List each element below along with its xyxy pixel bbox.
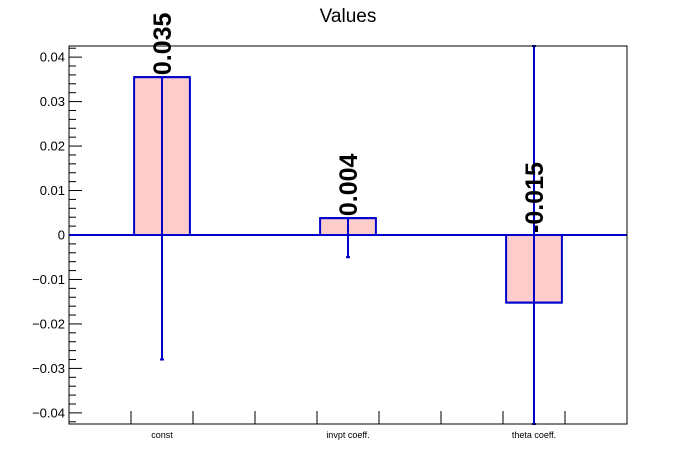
y-tick-label: 0.02	[40, 139, 65, 154]
plot-frame	[68, 45, 628, 425]
data-labels: 0.035 0.004 -0.015	[149, 12, 549, 233]
x-category-label: invpt coeff.	[326, 430, 369, 440]
y-tick-label: 0	[58, 228, 65, 243]
x-axis: const invpt coeff. theta coeff.	[130, 411, 566, 440]
y-axis: −0.04 −0.03 −0.02 −0.01 0 0.01 0.02 0.03 0.04	[32, 47, 82, 423]
y-tick-label: 0.04	[40, 50, 65, 65]
chart-title: Values	[320, 6, 377, 27]
x-category-label: const	[151, 430, 173, 440]
data-label: 0.035	[149, 12, 177, 75]
x-category-label: theta coeff.	[512, 430, 556, 440]
y-tick-label: 0.03	[40, 94, 65, 109]
data-label: -0.015	[521, 162, 549, 233]
y-tick-label: 0.01	[40, 183, 65, 198]
y-tick-label: −0.04	[32, 405, 65, 420]
y-tick-label: −0.03	[32, 361, 65, 376]
data-label: 0.004	[335, 153, 363, 216]
y-tick-label: −0.01	[32, 272, 65, 287]
y-tick-label: −0.02	[32, 316, 65, 331]
